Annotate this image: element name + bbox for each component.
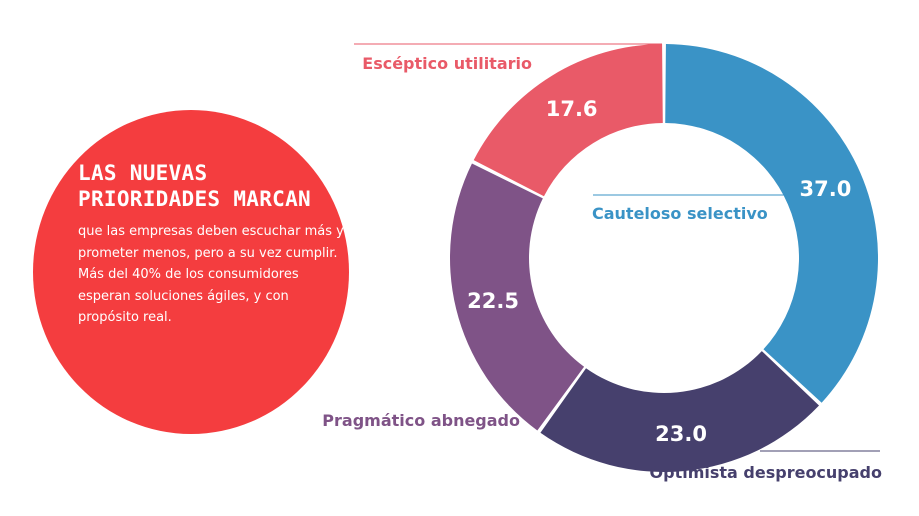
value-label-optimista: 23.0 [655,422,707,446]
value-label-pragmatico: 22.5 [467,289,519,313]
intro-body-line-1: que las empresas deben escuchar más y [78,224,344,239]
slice-pragmatico [449,163,585,431]
series-name-cauteloso: Cauteloso selectivo [592,204,768,223]
value-label-esceptico: 17.6 [546,97,598,121]
intro-title: LAS NUEVAS PRIORIDADES MARCAN [78,160,378,212]
donut-slices [449,44,878,472]
intro-body-line-3: Más del 40% de los consumidores [78,267,299,282]
donut-callouts: Cauteloso selectivo Optimista despreocupa… [322,43,882,482]
slice-esceptico [473,44,663,197]
intro-title-line-1: LAS NUEVAS [78,161,208,185]
slice-optimista [540,351,820,472]
intro-body-line-2: prometer menos, pero a su vez cumplir. [78,245,338,261]
intro-bubble [33,110,349,434]
intro-body-line-4: esperan soluciones ágiles, y con [78,288,289,304]
series-name-esceptico: Escéptico utilitario [362,54,532,73]
intro-title-line-2: PRIORIDADES MARCAN [78,187,311,211]
slice-cauteloso [665,44,878,403]
series-name-optimista: Optimista despreocupado [650,463,882,482]
intro-body: que las empresas deben escuchar más y pr… [78,221,368,329]
value-label-cauteloso: 37.0 [800,177,852,201]
series-name-pragmatico: Pragmático abnegado [322,411,520,430]
intro-body-line-5: propósito real. [78,310,172,325]
donut-value-labels: 37.0 23.0 22.5 17.6 [467,97,851,446]
